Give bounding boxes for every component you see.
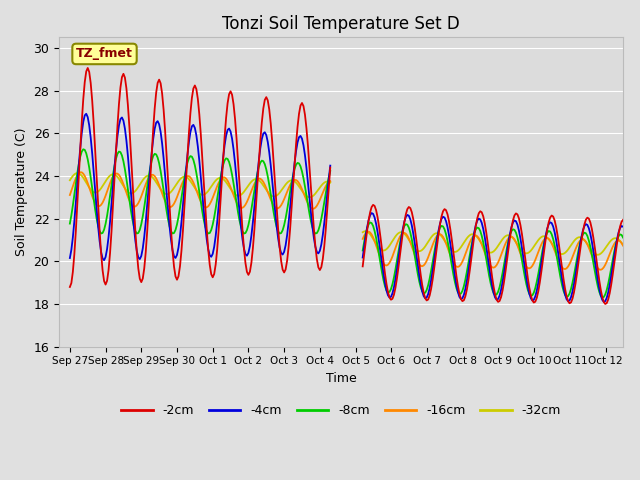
Legend: -2cm, -4cm, -8cm, -16cm, -32cm: -2cm, -4cm, -8cm, -16cm, -32cm xyxy=(116,399,566,422)
Title: Tonzi Soil Temperature Set D: Tonzi Soil Temperature Set D xyxy=(222,15,460,33)
Text: TZ_fmet: TZ_fmet xyxy=(76,48,133,60)
Y-axis label: Soil Temperature (C): Soil Temperature (C) xyxy=(15,128,28,256)
X-axis label: Time: Time xyxy=(326,372,356,385)
